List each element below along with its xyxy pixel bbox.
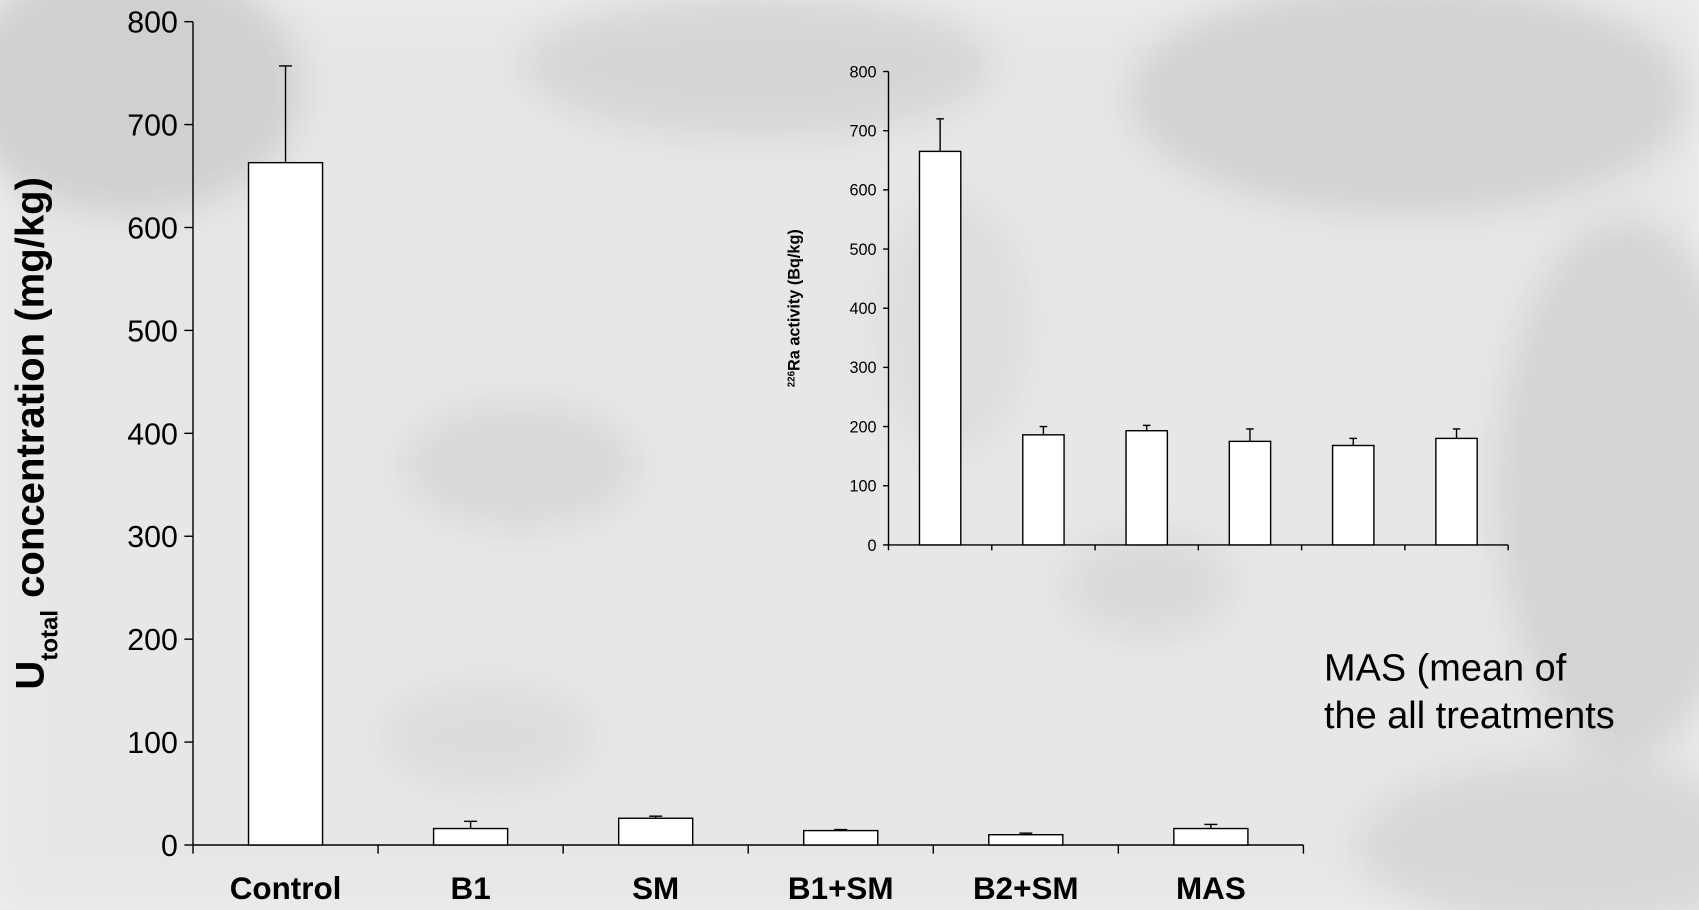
bar: [1126, 431, 1167, 545]
y-tick-label: 300: [127, 521, 178, 554]
y-tick-label: 100: [849, 478, 876, 496]
bar: [1333, 445, 1374, 544]
y-tick-label: 800: [849, 63, 876, 81]
bar: [619, 818, 693, 845]
y-tick-label: 400: [849, 300, 876, 318]
y-axis-label-part: 226: [786, 370, 797, 387]
y-axis-label-part: U: [8, 661, 52, 690]
y-tick-label: 500: [127, 315, 178, 348]
y-axis-label: 226Ra activity (Bq/kg): [786, 229, 804, 387]
y-tick-label: 700: [127, 110, 178, 143]
bar: [249, 163, 323, 845]
y-tick-label: 200: [127, 624, 178, 657]
x-tick-label: SM: [632, 871, 679, 906]
y-tick-label: 300: [849, 359, 876, 377]
y-tick-label: 0: [161, 830, 178, 863]
annotation: the all treatments: [1324, 695, 1615, 737]
bar: [1436, 438, 1477, 545]
page: {"chart_data": [ {"type": "bar", "ylabel…: [0, 0, 1699, 910]
bar: [804, 831, 878, 845]
y-tick-label: 200: [849, 418, 876, 436]
bar: [1229, 441, 1270, 545]
x-tick-label: MAS: [1176, 871, 1246, 906]
x-tick-label: Control: [230, 871, 342, 906]
y-tick-label: 100: [127, 727, 178, 760]
y-tick-label: 700: [849, 123, 876, 141]
bar: [1174, 829, 1248, 845]
y-tick-label: 0: [868, 537, 877, 555]
y-tick-label: 800: [127, 7, 178, 40]
x-tick-label: B1+SM: [788, 871, 894, 906]
chart: 0 100 200 300 400 500 600 700 800 Utotal concentra…: [0, 0, 1699, 910]
y-tick-label: 600: [127, 212, 178, 245]
bar: [1023, 435, 1064, 545]
x-tick-label: B1: [451, 871, 491, 906]
bar: [919, 151, 960, 545]
bar: [989, 835, 1063, 845]
y-axis-label-part: Ra activity (Bq/kg): [786, 229, 804, 371]
y-tick-label: 600: [849, 182, 876, 200]
y-tick-label: 500: [849, 241, 876, 259]
y-tick-label: 400: [127, 418, 178, 451]
y-axis-label-part: concentration (mg/kg): [8, 177, 52, 598]
y-axis-label-part: total: [36, 610, 63, 661]
bar: [434, 829, 508, 845]
annotation: MAS (mean of: [1324, 647, 1567, 689]
x-tick-label: B2+SM: [973, 871, 1079, 906]
